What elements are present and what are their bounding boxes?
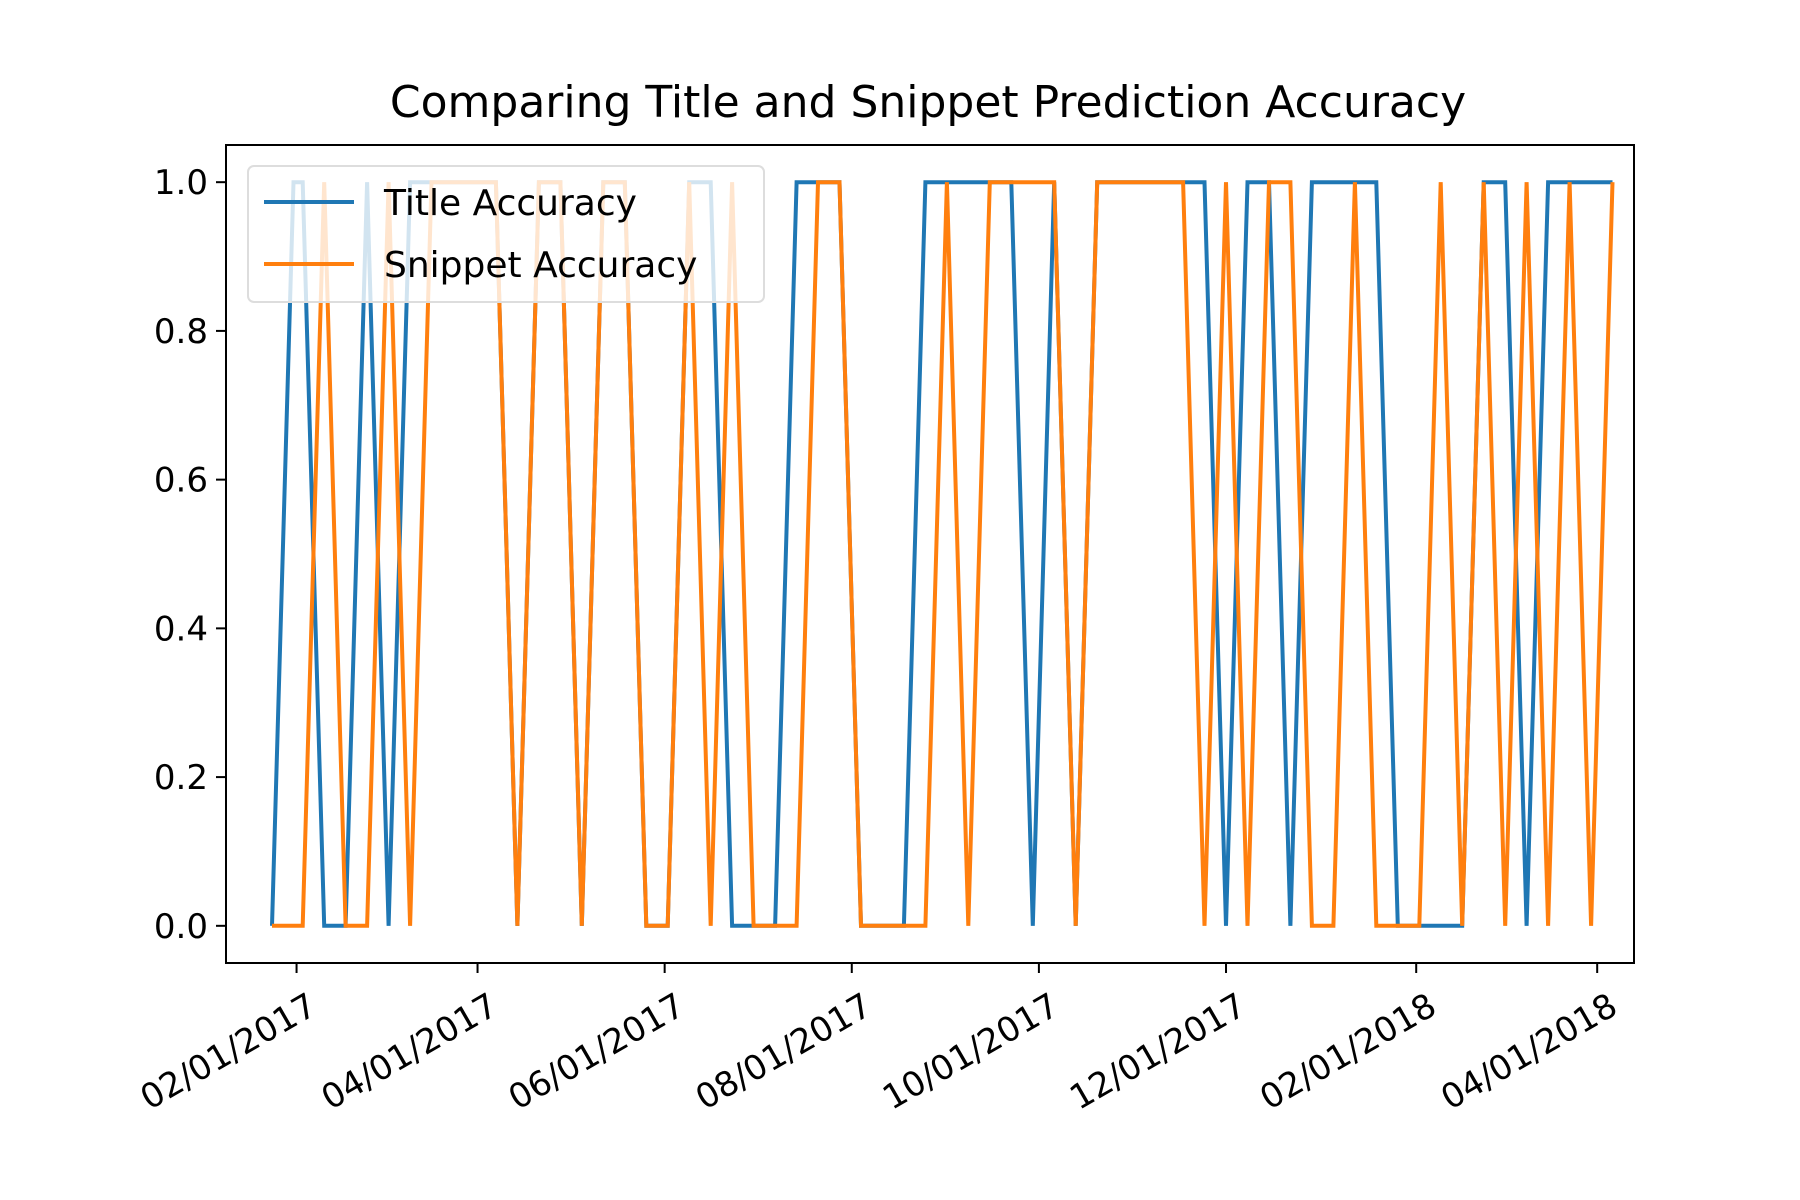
x-tick-label: 06/01/2017: [502, 986, 692, 1119]
x-tick-label: 10/01/2017: [876, 986, 1066, 1119]
legend-box: [247, 165, 765, 303]
y-tick-label: 1.0: [154, 163, 208, 203]
y-axis: 0.0 0.2 0.4 0.6 0.8 1.0: [154, 163, 226, 947]
y-tick-label: 0.4: [154, 609, 208, 649]
plot-frame: [225, 144, 1635, 964]
y-tick-label: 0.6: [154, 461, 208, 501]
y-tick-label: 0.8: [154, 312, 208, 352]
y-tick-label: 0.0: [154, 907, 208, 947]
legend: Title Accuracy Snippet Accuracy: [247, 165, 765, 303]
x-tick-label: 04/01/2018: [1434, 986, 1624, 1119]
x-tick-label: 08/01/2017: [689, 986, 879, 1119]
x-tick-label: 04/01/2017: [315, 986, 505, 1119]
x-tick-label: 02/01/2018: [1253, 986, 1443, 1119]
legend-label: Snippet Accuracy: [384, 245, 697, 286]
legend-label: Title Accuracy: [383, 183, 637, 224]
x-tick-label: 12/01/2017: [1063, 986, 1253, 1119]
x-axis: 02/01/201704/01/201706/01/201708/01/2017…: [134, 963, 1624, 1118]
chart-title: Comparing Title and Snippet Prediction A…: [390, 77, 1466, 128]
y-tick-label: 0.2: [154, 758, 208, 798]
x-tick-label: 02/01/2017: [134, 986, 324, 1119]
